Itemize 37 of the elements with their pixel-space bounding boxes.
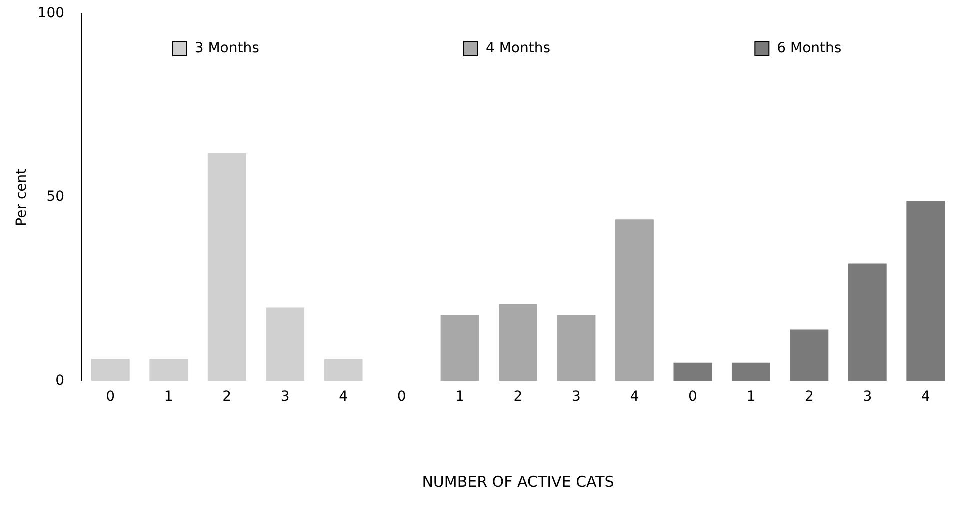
- y-tick-label: 0: [56, 372, 65, 389]
- x-tick-label: 3: [280, 389, 290, 406]
- bar: [324, 359, 363, 382]
- x-tick-label: 0: [688, 389, 698, 406]
- legend-label: 4 Months: [486, 40, 551, 57]
- x-tick-label: 1: [746, 389, 756, 406]
- x-tick-label: 3: [572, 389, 581, 406]
- bar: [208, 154, 246, 382]
- legend-label: 3 Months: [194, 40, 260, 57]
- y-tick-label: 50: [46, 189, 65, 206]
- bar: [732, 362, 770, 382]
- x-tick-label: 2: [804, 389, 814, 406]
- bar: [674, 362, 712, 382]
- bar: [150, 359, 188, 382]
- x-tick-label: 2: [514, 389, 523, 406]
- x-tick-label: 4: [339, 389, 348, 406]
- legend-label: 6 Months: [777, 40, 842, 57]
- x-tick-label: 0: [106, 389, 116, 406]
- bar: [91, 359, 130, 382]
- x-axis-title: NUMBER OF ACTIVE CATS: [422, 472, 614, 491]
- x-tick-label: 4: [630, 389, 640, 406]
- bar: [266, 308, 305, 382]
- bar: [906, 201, 946, 382]
- x-tick-label: 0: [397, 389, 406, 406]
- x-tick-label: 1: [164, 389, 174, 406]
- x-tick-label: 3: [863, 389, 872, 406]
- y-tick-label: 100: [38, 6, 65, 22]
- bar: [557, 315, 596, 382]
- bar: [848, 264, 887, 382]
- x-tick-label: 4: [921, 389, 930, 406]
- bar: [790, 330, 829, 382]
- y-axis-title: Per cent: [14, 168, 30, 226]
- x-tick-label: 1: [456, 389, 464, 406]
- bar: [440, 315, 480, 382]
- bar: [499, 304, 538, 382]
- bar: [616, 220, 654, 382]
- x-tick-label: 2: [222, 389, 232, 406]
